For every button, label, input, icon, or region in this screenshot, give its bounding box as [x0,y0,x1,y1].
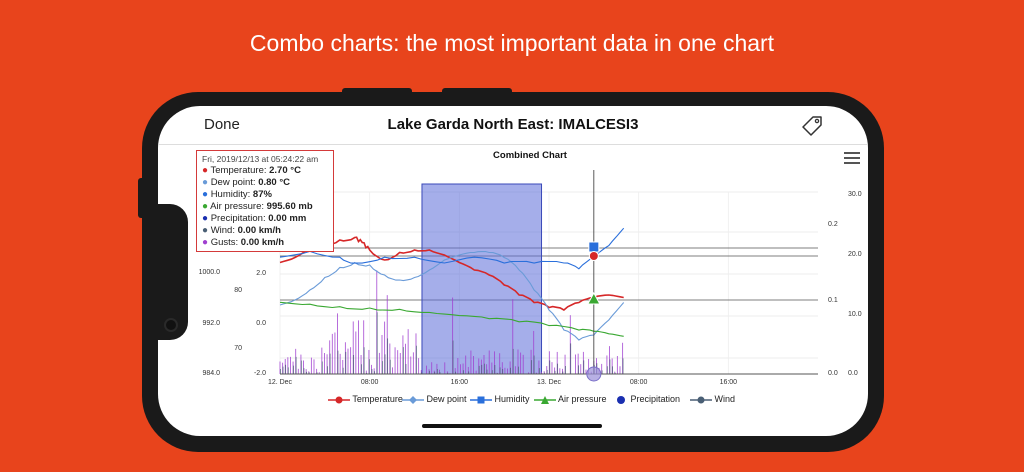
humidity-marker [588,241,600,253]
series-line-temperature [279,236,624,311]
tooltip-row-label: Wind: [210,225,235,236]
y-tick-label: 20.0 [848,251,862,258]
y-tick-label: 30.0 [848,191,862,198]
x-tick-label: 16:00 [451,379,469,386]
chart-series [279,227,625,341]
x-tick-label: 13. Dec [537,379,562,386]
tooltip-row: ● Dew point: 0.80 °C [202,177,291,188]
combined-chart[interactable]: Combined Chart 12. Dec 08:00 16:00 13. Dec 0… [158,144,868,394]
y-tick-label: 992.0 [202,320,220,327]
series-line-dew-point [279,250,625,341]
y-tick-label: 1000.0 [199,269,221,276]
temperature-marker [588,251,599,261]
tooltip-row-value: 0.00 km/h [238,237,285,248]
y-tick-label: 0.0 [256,320,266,327]
chart-title: Combined Chart [493,150,568,161]
tag-icon[interactable] [800,114,824,138]
legend-item[interactable]: Precipitation [614,394,680,404]
x-tick-label: 12. Dec [268,379,293,386]
phone-side-button [138,178,144,218]
tooltip-row-value: 87% [250,189,272,200]
tooltip-row: ● Gusts: 0.00 km/h [202,237,285,248]
highlight-rect [421,183,543,375]
pressure-marker [586,291,601,305]
legend-item[interactable]: Humidity [470,394,530,404]
y-tick-label: 0.0 [828,370,838,377]
series-line-humidity [279,227,625,270]
tooltip-row-value: 0.00 mm [265,213,307,224]
wind-marker [586,366,602,382]
y-tick-label: 80 [234,287,242,294]
menu-icon[interactable] [844,152,860,166]
highlight-band [421,183,543,375]
y-tick-label: 0.1 [828,297,838,304]
y-tick-label: 0.2 [828,221,838,228]
tooltip-row: ● Wind: 0.00 km/h [202,225,281,236]
tooltip-row-label: Gusts: [210,237,239,248]
legend-item-label: Precipitation [630,394,681,404]
y-tick-label: 984.0 [202,370,220,377]
camera-icon [164,318,178,332]
chart-grid [279,191,818,375]
x-tick-label: 08:00 [630,379,648,386]
tooltip-row: ● Humidity: 87% [202,189,272,200]
x-tick-label: 08:00 [361,379,379,386]
series-line-air-pressure [279,301,624,337]
phone-top-button [342,88,412,94]
legend-item-label: Dew point [426,394,467,404]
tooltip-row: ● Air pressure: 995.60 mb [202,201,313,212]
y-tick-label: 10.0 [848,311,862,318]
phone-notch [158,204,188,340]
y-tick-label: 2.0 [256,270,266,277]
y-tick-label: -2.0 [254,370,266,377]
page-title: Lake Garda North East: IMALCESI3 [387,116,639,133]
tooltip-row-label: Temperature: [210,165,267,176]
phone-top-button-2 [442,88,512,94]
navigation-bar: Done Lake Garda North East: IMALCESI3 [158,106,868,145]
legend-item[interactable]: Dew point [402,394,467,404]
tooltip-row: ● Temperature: 2.70 °C [202,165,301,176]
legend-item[interactable]: Air pressure [534,394,607,404]
app-screen: Done Lake Garda North East: IMALCESI3 Co… [158,106,868,436]
data-tooltip: Fri, 2019/12/13 at 05:24:22 am ● Tempera… [196,150,334,252]
y-tick-label: 70 [234,345,242,352]
legend-item-label: Air pressure [558,394,607,404]
tooltip-timestamp: Fri, 2019/12/13 at 05:24:22 am [202,154,319,164]
home-indicator [422,424,602,428]
chart-axes: 12. Dec 08:00 16:00 13. Dec 08:00 16:00 1000.0… [199,191,862,386]
tooltip-row-value: 2.70 °C [266,165,301,176]
y-tick-label: 0.0 [848,370,858,377]
tooltip-row-label: Humidity: [210,189,251,200]
tooltip-row-value: 0.80 °C [255,177,291,188]
legend-item-label: Humidity [494,394,530,404]
tooltip-row-label: Dew point: [210,177,256,188]
legend-item[interactable]: Temperature [328,394,403,404]
legend-item-label: Wind [714,394,736,404]
tooltip-row-value: 0.00 km/h [234,225,281,236]
x-tick-label: 16:00 [720,379,738,386]
headline: Combo charts: the most important data in… [249,30,775,56]
done-button[interactable]: Done [204,116,240,133]
tooltip-rows: ● Temperature: 2.70 °C ● Dew point: 0.80 … [202,165,328,249]
legend-item-label: Temperature [352,394,403,404]
tooltip-row: ● Precipitation: 0.00 mm [202,213,307,224]
tooltip-row-value: 995.60 mb [264,201,313,212]
crosshair-markers [586,170,602,382]
tooltip-row-label: Precipitation: [210,213,266,224]
legend-item[interactable]: Wind [690,394,735,404]
tooltip-row-label: Air pressure: [210,201,265,212]
